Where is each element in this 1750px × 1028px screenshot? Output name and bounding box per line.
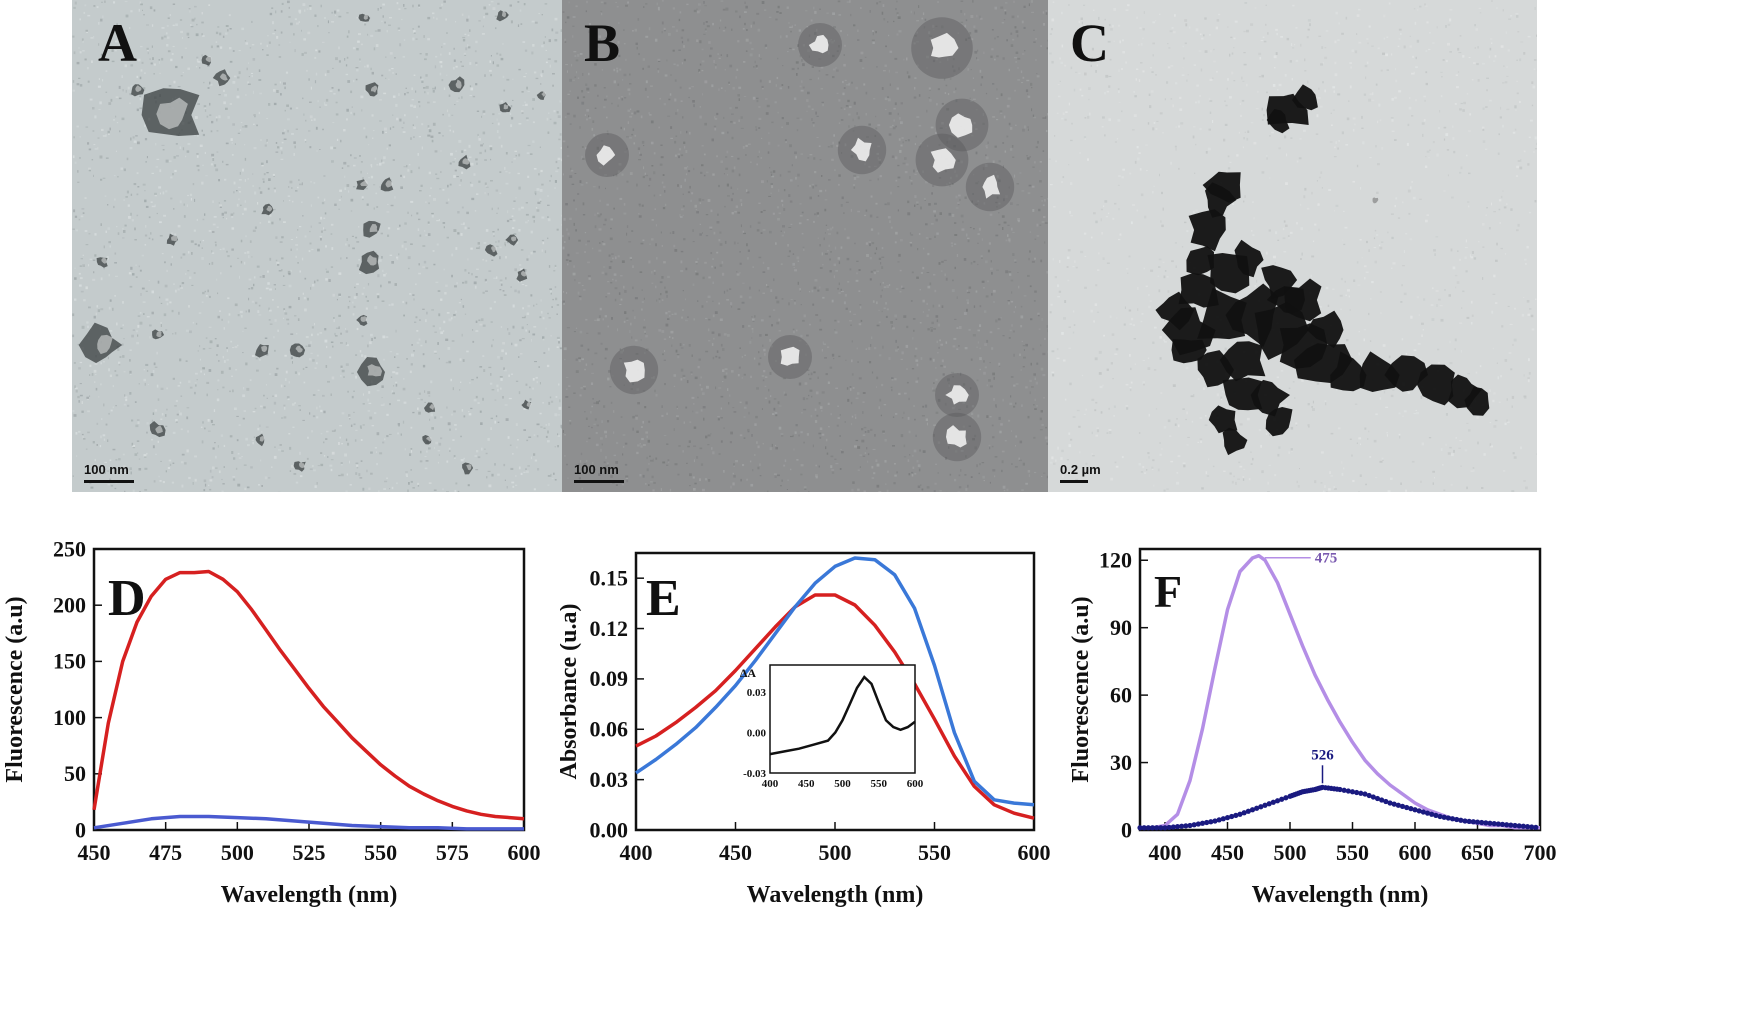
inset-x-tick-label: 600 <box>907 778 924 790</box>
x-tick-label: 600 <box>1399 840 1432 865</box>
tem-particle <box>781 347 800 366</box>
y-tick-label: 0.09 <box>590 666 629 691</box>
tem-background <box>1048 0 1537 492</box>
x-tick-label: 575 <box>436 840 469 865</box>
x-tick-label: 475 <box>149 840 182 865</box>
x-tick-label: 400 <box>1149 840 1182 865</box>
scale-bar-b <box>574 480 624 483</box>
y-tick-label: 90 <box>1110 615 1132 640</box>
y-tick-label: 0 <box>75 817 86 842</box>
annotation-475: 475 <box>1315 551 1338 567</box>
inset-y-tick-label: -0.03 <box>743 768 766 780</box>
inset-y-tick-label: 0.00 <box>747 728 767 740</box>
tem-panel-b <box>562 0 1048 492</box>
panel-letter-b: B <box>584 12 620 74</box>
scale-bar-c <box>1060 480 1088 483</box>
tem-image-a <box>72 0 562 492</box>
x-tick-label: 550 <box>364 840 397 865</box>
chart-f: 400 450 500 550 600 650 700 0 30 60 90 120 Wavelengt… <box>1060 535 1750 1023</box>
x-tick-label: 400 <box>620 840 653 865</box>
inset-y-axis-label: ΔA <box>740 666 757 680</box>
scale-label-c: 0.2 µm <box>1060 462 1101 477</box>
x-tick-label: 500 <box>819 840 852 865</box>
inset-y-tick-label: 0.03 <box>747 687 767 699</box>
x-axis-label: Wavelength (nm) <box>1252 882 1429 908</box>
x-tick-label: 550 <box>918 840 951 865</box>
y-tick-label: 0.12 <box>590 616 629 641</box>
panel-letter-c: C <box>1070 12 1109 74</box>
y-tick-label: 30 <box>1110 750 1132 775</box>
tem-panel-c <box>1048 0 1537 492</box>
x-tick-label: 600 <box>508 840 541 865</box>
scale-label-a: 100 nm <box>84 462 129 477</box>
y-tick-label: 0.06 <box>590 717 629 742</box>
x-axis-label: Wavelength (nm) <box>747 882 924 908</box>
y-tick-label: 200 <box>53 592 86 617</box>
panel-letter-e: E <box>646 570 681 627</box>
inset-x-tick-label: 450 <box>798 778 815 790</box>
panel-letter-f: F <box>1154 566 1182 617</box>
tem-particle-core <box>360 316 367 322</box>
y-tick-label: 100 <box>53 705 86 730</box>
chart-d-svg: 450 475 500 525 550 575 600 0 50 100 150 200 250 Wave… <box>0 535 560 1023</box>
x-axis-label: Wavelength (nm) <box>221 882 398 908</box>
series-point <box>1533 825 1538 830</box>
y-tick-label: 60 <box>1110 682 1132 707</box>
y-tick-label: 0 <box>1121 817 1132 842</box>
y-axis-label: Fluorescence (a.u) <box>2 596 28 782</box>
tem-image-c <box>1048 0 1537 492</box>
y-tick-label: 0.15 <box>590 565 629 590</box>
series-0-line <box>94 572 524 819</box>
tem-background <box>562 0 1048 492</box>
inset-x-tick-label: 500 <box>834 778 851 790</box>
x-tick-label: 650 <box>1461 840 1494 865</box>
chart-d: 450 475 500 525 550 575 600 0 50 100 150 200 250 Wave… <box>0 535 560 1023</box>
x-tick-label: 450 <box>1211 840 1244 865</box>
x-tick-label: 600 <box>1018 840 1051 865</box>
y-tick-label: 250 <box>53 536 86 561</box>
y-tick-label: 50 <box>64 761 86 786</box>
x-tick-label: 700 <box>1524 840 1557 865</box>
x-tick-label: 500 <box>221 840 254 865</box>
y-axis-label: Fluorescence (a.u) <box>1068 596 1094 782</box>
chart-f-svg: 400 450 500 550 600 650 700 0 30 60 90 120 Wavelengt… <box>1060 535 1750 1023</box>
x-tick-label: 450 <box>719 840 752 865</box>
chart-e: 400 450 500 550 600 0.00 0.03 0.06 0.09 0.12 0.15 W… <box>560 535 1050 1023</box>
x-tick-label: 500 <box>1274 840 1307 865</box>
tem-panel-a <box>72 0 562 492</box>
x-tick-label: 550 <box>1336 840 1369 865</box>
x-tick-label: 450 <box>78 840 111 865</box>
inset-x-tick-label: 550 <box>871 778 888 790</box>
tem-image-b <box>562 0 1048 492</box>
y-tick-label: 150 <box>53 649 86 674</box>
y-tick-label: 120 <box>1099 548 1132 573</box>
y-axis-label: Absorbance (u.a) <box>560 603 582 779</box>
annotation-526: 526 <box>1311 747 1334 763</box>
y-tick-label: 0.00 <box>590 817 629 842</box>
panel-letter-a: A <box>98 12 137 74</box>
y-tick-label: 0.03 <box>590 767 629 792</box>
tem-particle-core <box>171 236 177 242</box>
scale-bar-a <box>84 480 134 483</box>
chart-e-svg: 400 450 500 550 600 0.00 0.03 0.06 0.09 0.12 0.15 W… <box>560 535 1050 1023</box>
x-tick-label: 525 <box>293 840 326 865</box>
scale-label-b: 100 nm <box>574 462 619 477</box>
panel-letter-d: D <box>108 570 146 627</box>
series-1 <box>1137 785 1538 831</box>
